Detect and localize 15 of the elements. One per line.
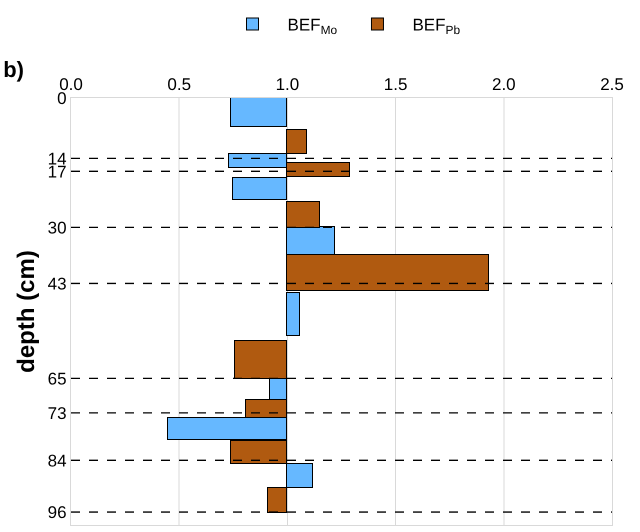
y-tick-label: 84 — [48, 451, 67, 470]
x-tick-label: 1.0 — [276, 75, 300, 94]
y-tick-label: 43 — [48, 274, 67, 294]
x-tick-label: 0.5 — [167, 75, 192, 94]
legend-label: BEF$_{Pb}$ — [412, 16, 460, 38]
y-tick-label: 73 — [48, 404, 67, 423]
y-tick-label: 65 — [48, 369, 67, 388]
y-axis-title: depth (cm) — [12, 250, 40, 373]
legend-label: BEF$_{Mo}$ — [288, 16, 338, 38]
x-tick-label: 2.5 — [600, 75, 624, 94]
y-tick-label: 30 — [48, 218, 67, 238]
x-tick-label: 2.0 — [492, 75, 516, 94]
y-tick-label: 96 — [48, 503, 67, 522]
x-tick-label: 1.5 — [384, 75, 408, 94]
chart-title: b) — [3, 56, 24, 82]
